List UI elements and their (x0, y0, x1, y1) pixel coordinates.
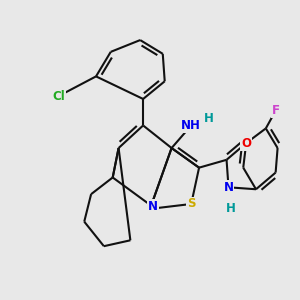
Text: H: H (226, 202, 236, 215)
Text: N: N (148, 200, 158, 213)
Text: N: N (224, 181, 233, 194)
Text: S: S (187, 197, 196, 211)
Text: O: O (241, 136, 251, 150)
Text: H: H (204, 112, 214, 125)
Text: F: F (272, 104, 280, 117)
Text: NH: NH (181, 119, 201, 132)
Text: Cl: Cl (52, 89, 65, 103)
